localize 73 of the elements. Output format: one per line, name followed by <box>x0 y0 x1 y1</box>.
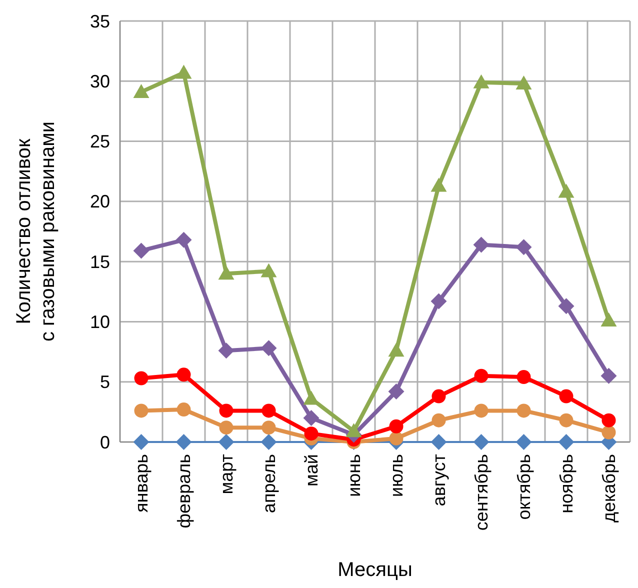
point <box>516 76 532 90</box>
point <box>473 74 490 88</box>
x-tick-label: июль <box>386 454 406 498</box>
point <box>134 404 148 418</box>
point <box>388 342 404 357</box>
y-tick-label: 15 <box>90 252 110 272</box>
point <box>134 371 148 386</box>
point <box>176 434 192 450</box>
x-tick-label: ноябрь <box>556 454 576 514</box>
point <box>473 434 490 450</box>
y-tick-label: 20 <box>90 192 110 212</box>
point <box>516 370 531 384</box>
point <box>133 434 150 450</box>
point <box>219 404 234 418</box>
y-tick-label: 25 <box>90 132 110 152</box>
point <box>303 410 320 426</box>
point <box>346 423 362 438</box>
point <box>218 266 234 280</box>
x-tick-label: январь <box>131 454 152 512</box>
y-tick-label: 35 <box>90 11 110 32</box>
point <box>430 178 447 192</box>
x-axis-title: Месяцы <box>338 559 412 581</box>
point <box>133 84 150 98</box>
x-tick-label: декабрь <box>598 454 619 522</box>
point <box>559 413 574 428</box>
point <box>260 434 277 450</box>
y-tick-label: 30 <box>90 71 110 92</box>
y-axis-title: Количество отливок с газовыми раковинами <box>13 121 59 342</box>
point <box>558 298 574 314</box>
point <box>260 340 277 356</box>
point <box>558 184 574 198</box>
point <box>218 434 234 450</box>
point <box>176 368 191 382</box>
x-tick-label: октябрь <box>514 454 534 520</box>
x-tick-label: май <box>301 454 322 486</box>
point <box>473 236 490 253</box>
y-tick-label: 5 <box>100 372 110 392</box>
point <box>262 420 276 435</box>
point <box>430 293 447 310</box>
x-tick-label: сентябрь <box>471 454 492 531</box>
point <box>389 431 404 446</box>
point <box>600 312 617 327</box>
point <box>516 434 532 450</box>
point <box>262 404 276 418</box>
point <box>602 425 616 440</box>
point <box>432 389 446 404</box>
x-tick-label: февраль <box>174 454 194 528</box>
point <box>219 420 234 435</box>
point <box>218 342 234 359</box>
point <box>559 389 574 404</box>
point <box>558 434 574 450</box>
point <box>304 426 318 441</box>
point <box>260 263 277 278</box>
point <box>133 242 150 259</box>
point <box>176 232 192 248</box>
y-tick-label: 10 <box>90 312 110 332</box>
point <box>474 404 488 418</box>
point <box>600 368 617 384</box>
point <box>176 64 192 79</box>
point <box>430 434 447 450</box>
x-tick-label: июнь <box>344 454 364 497</box>
point <box>516 239 532 256</box>
point <box>516 404 531 418</box>
point <box>176 402 191 417</box>
x-tick-label: март <box>216 454 236 494</box>
point <box>474 368 488 383</box>
point <box>432 413 446 428</box>
point <box>389 419 404 434</box>
x-tick-label: август <box>428 454 449 506</box>
point <box>602 413 616 428</box>
x-tick-label: апрель <box>258 454 279 514</box>
point <box>388 383 404 400</box>
y-tick-label: 0 <box>100 432 110 452</box>
